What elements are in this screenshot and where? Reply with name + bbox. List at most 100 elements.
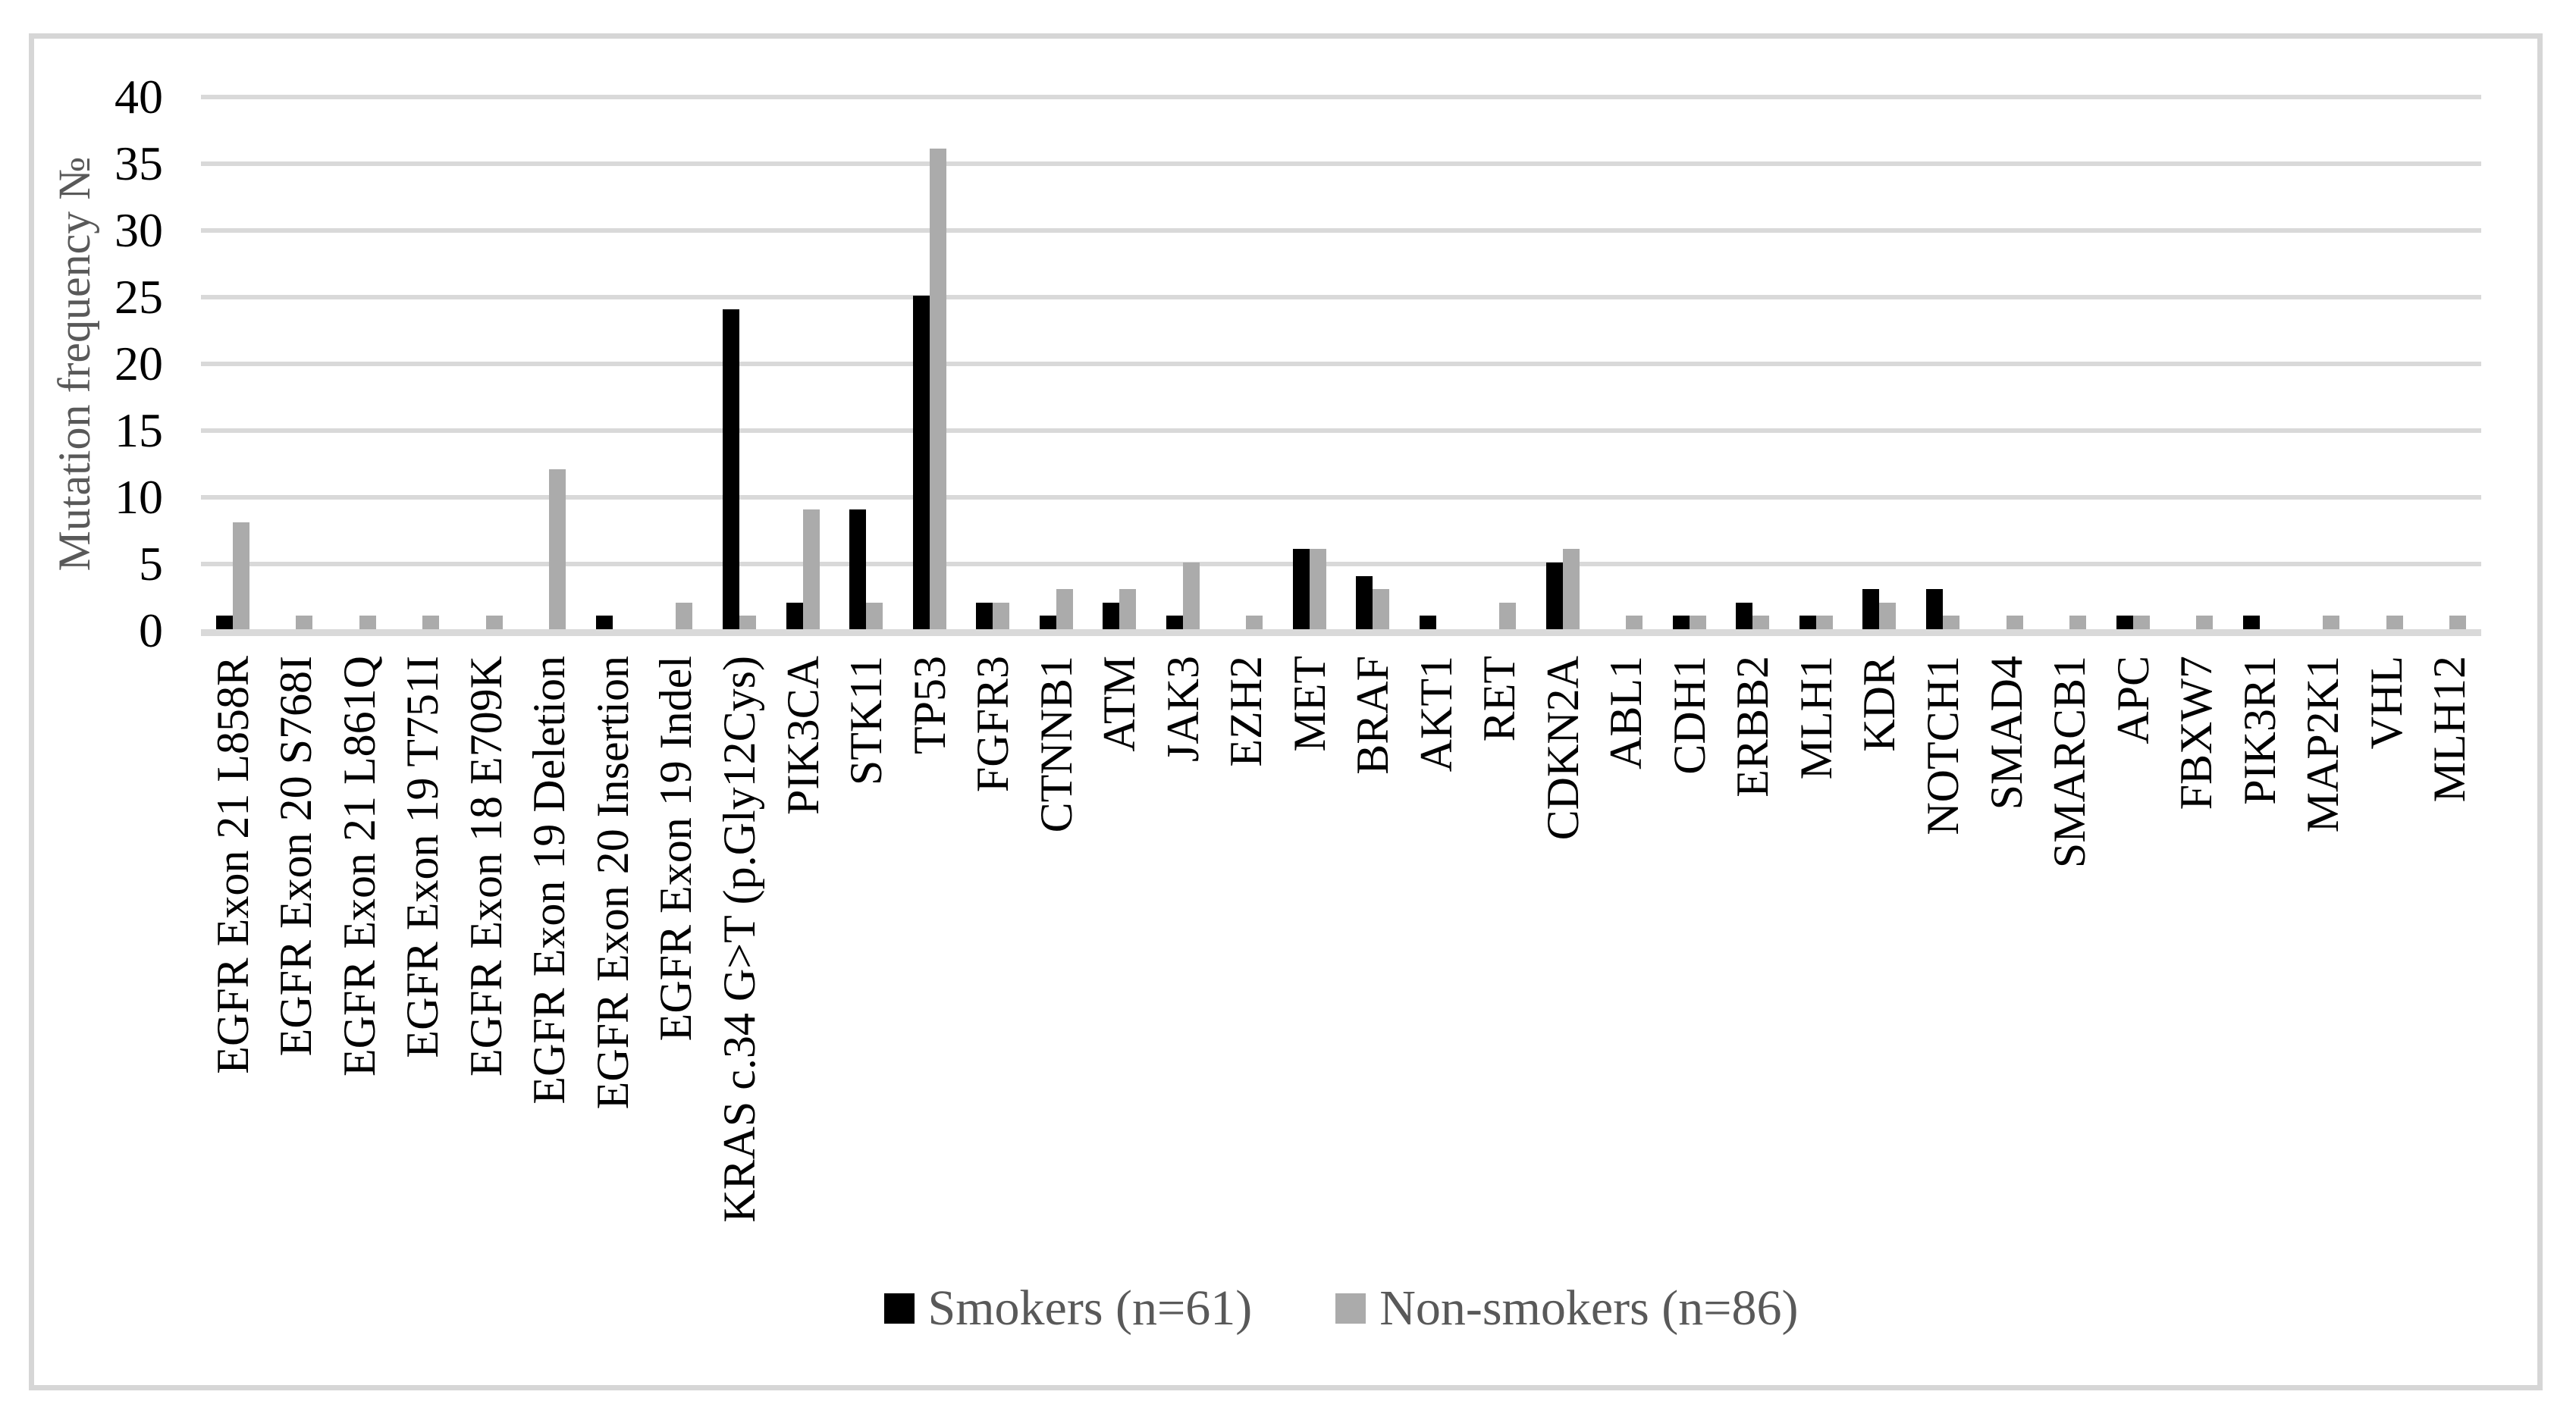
y-tick-label-15: 15 (115, 403, 163, 457)
bar-non-smokers-VHL (2386, 616, 2403, 629)
bar-non-smokers-KRAS c.34 G>T (p.Gly12Cys) (739, 616, 756, 629)
y-tick-label-40: 40 (115, 70, 163, 124)
bar-smokers-FGFR3 (976, 602, 993, 629)
bar-smokers-PIK3R1 (2242, 616, 2260, 629)
category-label: EGFR Exon 19 T751I (397, 656, 448, 1058)
bar-non-smokers-CDKN2A (1562, 549, 1580, 629)
bar-non-smokers-KDR (1879, 602, 1897, 629)
category-label: CTNNB1 (1031, 656, 1081, 833)
gridline-5 (201, 562, 2481, 566)
category-label: ERBB2 (1727, 656, 1778, 798)
smokers-swatch-icon (883, 1293, 915, 1324)
category-label: STK11 (841, 656, 892, 786)
bar-smokers-MET (1292, 549, 1310, 629)
bar-smokers-CDKN2A (1545, 563, 1563, 629)
y-tick-label-20: 20 (115, 337, 163, 390)
bar-smokers-BRAF (1356, 575, 1373, 629)
bar-non-smokers-JAK3 (1182, 563, 1200, 629)
category-label: EGFR Exon 20 S768I (271, 656, 322, 1057)
bar-non-smokers-MLH1 (1815, 616, 1833, 629)
gridline-15 (201, 428, 2481, 433)
bar-non-smokers-ATM (1119, 589, 1137, 629)
category-label: SMARCB1 (2044, 656, 2095, 869)
bar-non-smokers-CTNNB1 (1056, 589, 1073, 629)
category-label: VHL (2361, 656, 2411, 750)
y-tick-label-5: 5 (139, 537, 163, 591)
bar-non-smokers-EGFR Exon 21 L858R (232, 522, 249, 629)
bar-smokers-CTNNB1 (1039, 616, 1056, 629)
category-label: KDR (1854, 656, 1905, 752)
x-axis-line (201, 629, 2481, 636)
category-label: TP53 (904, 656, 955, 755)
legend-item-non-smokers: Non-smokers (n=86) (1335, 1283, 1799, 1334)
bar-non-smokers-PIK3CA (802, 509, 820, 629)
category-label: CDH1 (1664, 656, 1715, 775)
bar-non-smokers-EZH2 (1246, 616, 1263, 629)
y-tick-label-0: 0 (139, 603, 163, 657)
bar-smokers-NOTCH1 (1926, 589, 1943, 629)
category-label: JAK3 (1157, 656, 1208, 763)
bar-non-smokers-EGFR Exon 19 Indel (676, 602, 693, 629)
bar-non-smokers-STK11 (866, 602, 883, 629)
category-label: PIK3CA (777, 656, 828, 816)
y-tick-label-30: 30 (115, 203, 163, 257)
category-label: FGFR3 (968, 656, 1018, 793)
bar-smokers-APC (2116, 616, 2133, 629)
bar-non-smokers-FGFR3 (993, 602, 1010, 629)
category-label: EZH2 (1221, 656, 1272, 767)
bar-smokers-ATM (1103, 602, 1120, 629)
category-label: EGFR Exon 18 E709K (460, 656, 511, 1077)
bar-non-smokers-SMAD4 (2006, 616, 2023, 629)
category-label: SMAD4 (1981, 656, 2032, 810)
category-label: MLH12 (2424, 656, 2475, 803)
non-smokers-swatch-icon (1335, 1293, 1366, 1324)
bar-non-smokers-APC (2132, 616, 2150, 629)
category-label: MLH1 (1790, 656, 1841, 780)
bar-non-smokers-NOTCH1 (1943, 616, 1959, 629)
bar-non-smokers-EGFR Exon 20 S768I (296, 616, 313, 629)
category-label: NOTCH1 (1918, 656, 1968, 835)
y-tick-label-10: 10 (115, 470, 163, 524)
bar-non-smokers-EGFR Exon 19 T751I (422, 616, 440, 629)
gridline-35 (201, 161, 2481, 166)
category-label: ABL1 (1601, 656, 1652, 769)
category-label: KRAS c.34 G>T (p.Gly12Cys) (714, 656, 764, 1223)
bar-smokers-CDH1 (1672, 616, 1690, 629)
category-label: FBXW7 (2171, 656, 2222, 810)
bar-non-smokers-CDH1 (1689, 616, 1706, 629)
category-label: CDKN2A (1537, 656, 1588, 841)
bar-non-smokers-ABL1 (1626, 616, 1643, 629)
y-tick-label-35: 35 (115, 136, 163, 190)
gridline-25 (201, 295, 2481, 299)
bar-smokers-EGFR Exon 21 L858R (215, 616, 233, 629)
category-label: EGFR Exon 20 Insertion (587, 656, 638, 1110)
category-label: PIK3R1 (2234, 656, 2285, 805)
category-label: RET (1474, 656, 1525, 742)
bar-smokers-AKT1 (1419, 616, 1436, 629)
legend-label-smokers: Smokers (n=61) (927, 1280, 1253, 1336)
bar-smokers-TP53 (912, 296, 930, 629)
category-label: BRAF (1348, 656, 1398, 775)
bar-smokers-JAK3 (1166, 616, 1183, 629)
category-label: MET (1284, 656, 1335, 752)
category-label: MAP2K1 (2298, 656, 2349, 833)
category-label: EGFR Exon 21 L858R (207, 656, 258, 1074)
gridline-30 (201, 228, 2481, 233)
bar-smokers-KDR (1862, 589, 1880, 629)
bar-non-smokers-EGFR Exon 19 Deletion (549, 469, 566, 629)
chart-border (29, 33, 2543, 1390)
category-label: APC (2107, 656, 2158, 744)
category-label: EGFR Exon 21 L861Q (334, 656, 384, 1077)
gridline-20 (201, 362, 2481, 366)
category-label: EGFR Exon 19 Deletion (524, 656, 575, 1105)
bar-non-smokers-ERBB2 (1752, 616, 1770, 629)
gridline-10 (201, 495, 2481, 500)
bar-non-smokers-RET (1499, 602, 1517, 629)
bar-non-smokers-BRAF (1373, 589, 1390, 629)
bar-non-smokers-TP53 (929, 149, 946, 629)
bar-non-smokers-FBXW7 (2196, 616, 2214, 629)
bar-smokers-PIK3CA (786, 602, 803, 629)
legend: Smokers (n=61) Non-smokers (n=86) (201, 1283, 2481, 1334)
bar-non-smokers-MET (1309, 549, 1326, 629)
